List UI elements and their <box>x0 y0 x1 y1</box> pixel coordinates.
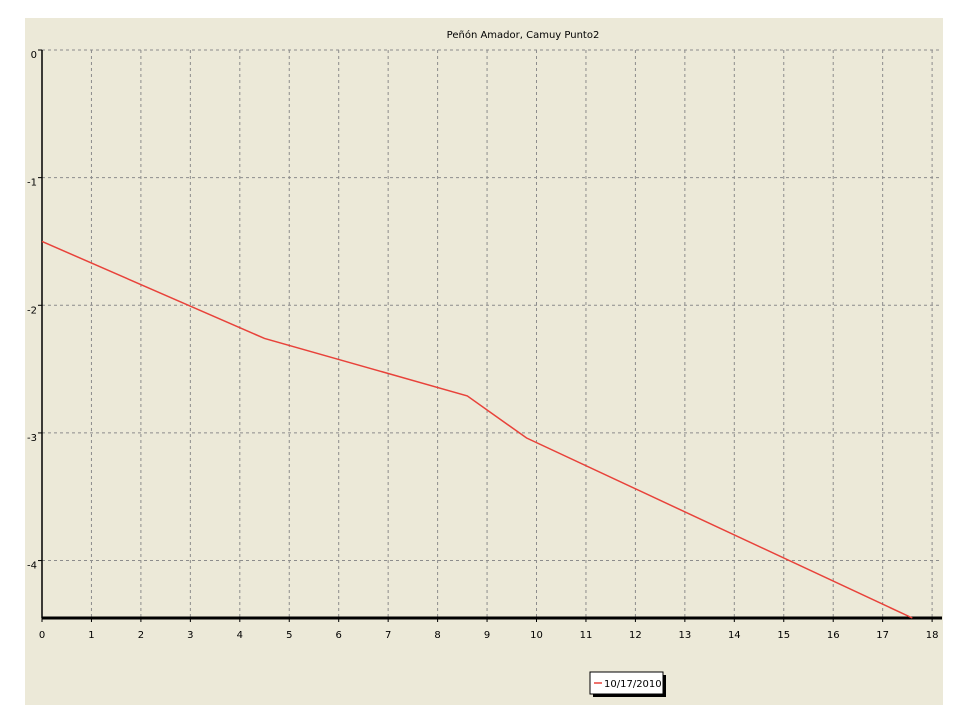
x-tick-label: 12 <box>629 630 642 641</box>
x-tick-label: 6 <box>336 630 342 641</box>
x-tick-label: 8 <box>434 630 440 641</box>
x-tick-label: 14 <box>728 630 741 641</box>
x-tick-label: 1 <box>88 630 94 641</box>
x-tick-label: 2 <box>138 630 144 641</box>
legend-box <box>589 671 664 695</box>
x-tick-label: 7 <box>385 630 391 641</box>
data-line <box>41 240 913 619</box>
x-tick-label: 13 <box>678 630 691 641</box>
chart-panel <box>25 18 943 705</box>
x-tick-label: 5 <box>286 630 292 641</box>
x-tick-label: 18 <box>926 630 939 641</box>
x-tick-label: 9 <box>484 630 490 641</box>
y-tick-label: 0 <box>31 50 37 61</box>
y-tick-label: -4 <box>27 561 37 572</box>
x-tick-label: 11 <box>580 630 593 641</box>
legend-label: 10/17/2010 <box>604 679 662 690</box>
y-tick-label: -3 <box>27 433 37 444</box>
x-tick-label: 10 <box>530 630 543 641</box>
x-tick-label: 15 <box>777 630 790 641</box>
y-tick-label: -1 <box>27 178 37 189</box>
x-tick-label: 3 <box>187 630 193 641</box>
x-tick-label: 16 <box>827 630 840 641</box>
x-tick-label: 0 <box>39 630 45 641</box>
y-tick-label: -2 <box>27 305 37 316</box>
x-tick-label: 17 <box>876 630 889 641</box>
chart-title: Peñón Amador, Camuy Punto2 <box>447 29 600 41</box>
x-tick-label: 4 <box>237 630 243 641</box>
